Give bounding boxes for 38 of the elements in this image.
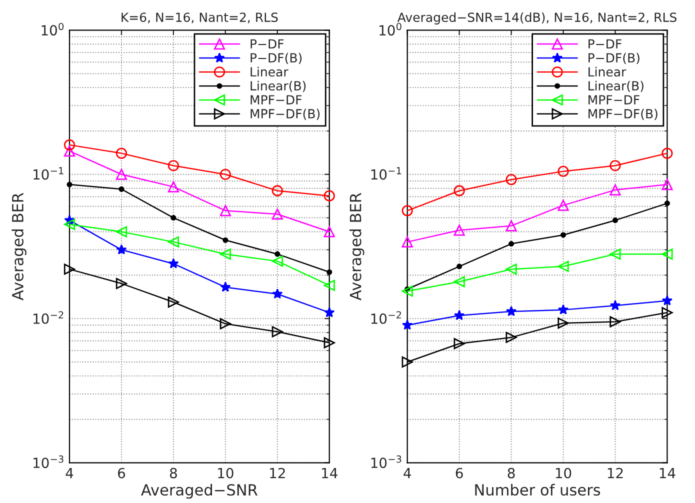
y-tick-label: 10$^{−3}$ [34, 455, 64, 468]
legend-label: MPF−DF(B) [250, 108, 320, 120]
x-tick-label: 14 [660, 468, 676, 478]
chart-title: Averaged−SNR=14(dB), N=16, Nant=2, RLS [397, 12, 676, 24]
y-tick-label: 10$^{−2}$ [34, 311, 64, 324]
y-tick-label: 10$^{−1}$ [371, 167, 402, 180]
legend-label: P−DF [250, 39, 284, 48]
x-tick-label: 12 [270, 468, 285, 478]
legend-label: P−DF(B) [588, 52, 640, 64]
x-tick-label: 6 [118, 468, 126, 478]
x-tick-label: 4 [66, 468, 74, 478]
x-tick-label: 8 [170, 468, 177, 478]
chart-title: K=6, N=16, Nant=2, RLS [122, 12, 278, 24]
legend-label: Linear [250, 66, 288, 77]
x-tick-label: 10 [556, 468, 572, 478]
y-tick-label: 10$^{−1}$ [34, 167, 64, 180]
y-tick-label: 10$^{−3}$ [371, 455, 402, 468]
legend-label: MPF−DF [588, 95, 640, 104]
x-axis-title: Number of users [475, 484, 600, 496]
x-axis-title: Averaged−SNR [141, 484, 258, 499]
x-tick-label: 10 [218, 468, 234, 478]
x-tick-label: 4 [404, 468, 411, 478]
x-tick-label: 14 [322, 468, 338, 478]
x-tick-label: 12 [608, 468, 623, 478]
legend-label: P−DF [588, 39, 622, 48]
y-tick-label: 10$^{−2}$ [371, 311, 401, 324]
x-tick-label: 6 [456, 468, 463, 478]
y-tick-label: 10$^{0}$ [42, 22, 64, 36]
y-axis-title: Averaged BER [349, 192, 364, 300]
y-tick-label: 10$^{0}$ [380, 22, 402, 36]
legend-label: Linear [588, 66, 626, 77]
legend-label: MPF−DF(B) [588, 108, 658, 120]
x-tick-label: 8 [508, 468, 515, 478]
y-axis-title: Averaged BER [12, 192, 26, 300]
legend-label: Linear(B) [250, 80, 306, 92]
legend-label: Linear(B) [588, 80, 644, 92]
legend-label: MPF−DF [250, 95, 302, 104]
legend-label: P−DF(B) [250, 52, 302, 64]
